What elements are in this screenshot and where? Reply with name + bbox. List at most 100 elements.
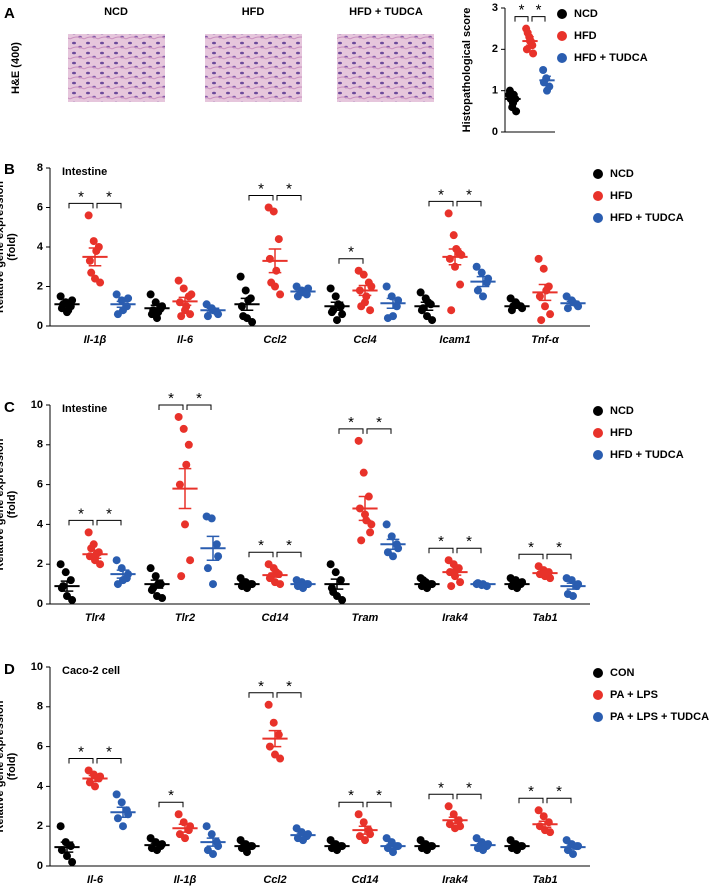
significance-star: * — [438, 779, 444, 796]
data-point — [276, 290, 285, 299]
data-point — [202, 822, 211, 831]
error-bar — [88, 774, 102, 783]
data-point — [64, 306, 73, 315]
y-tick-label: 3 — [492, 2, 498, 14]
data-point — [569, 850, 577, 859]
data-point — [244, 296, 253, 305]
data-point — [333, 316, 341, 325]
data-point — [68, 296, 77, 305]
data-point — [274, 730, 283, 739]
significance-bracket — [531, 16, 546, 22]
legend-marker — [593, 191, 603, 201]
data-point — [203, 564, 212, 573]
data-point — [473, 286, 482, 295]
data-point — [274, 235, 283, 244]
data-point — [534, 254, 543, 263]
data-point — [539, 812, 548, 821]
error-bar — [240, 582, 254, 587]
data-point — [367, 282, 376, 291]
data-point — [387, 532, 396, 541]
data-point — [209, 580, 217, 589]
data-point — [174, 276, 183, 285]
data-point — [444, 802, 453, 811]
significance-bracket — [186, 404, 212, 410]
y-tick-label: 0 — [37, 860, 43, 872]
panel-label: A — [4, 5, 15, 22]
data-point — [184, 440, 193, 449]
x-tick-label: Tnf-α — [531, 334, 560, 346]
significance-bracket — [276, 551, 302, 558]
data-point — [68, 596, 77, 605]
x-tick-label: Irak4 — [442, 874, 468, 886]
significance-star: * — [348, 787, 354, 804]
significance-bracket — [276, 692, 302, 698]
data-point — [113, 814, 122, 823]
data-point — [158, 594, 167, 603]
significance-star: * — [78, 505, 84, 522]
data-point — [203, 312, 212, 321]
data-point — [179, 284, 188, 293]
error-bar — [150, 842, 164, 848]
histology-image — [68, 34, 165, 102]
error-bar — [358, 825, 372, 835]
legend-label: NCD — [574, 8, 598, 20]
legend-label: PA + LPS — [610, 689, 658, 701]
significance-bracket — [546, 553, 572, 560]
significance-bracket — [546, 797, 572, 804]
data-point — [331, 292, 340, 301]
error-bar — [268, 729, 282, 748]
error-bar — [206, 535, 220, 561]
legend-label: HFD + TUDCA — [610, 449, 684, 461]
error-bar — [543, 75, 551, 86]
y-tick-label: 10 — [31, 661, 43, 673]
significance-star: * — [286, 678, 292, 695]
data-point — [239, 312, 248, 321]
data-point — [89, 237, 98, 246]
y-tick-label: 1 — [492, 85, 498, 97]
legend-marker — [557, 9, 567, 19]
error-bar — [448, 816, 462, 824]
data-point — [182, 302, 191, 311]
significance-star: * — [258, 537, 264, 554]
error-bar — [538, 283, 552, 302]
data-point — [569, 592, 577, 601]
legend-marker — [593, 213, 603, 223]
x-tick-label: Il-1β — [84, 334, 107, 346]
significance-star: * — [438, 186, 444, 203]
data-point — [362, 292, 371, 301]
legend-label: PA + LPS + TUDCA — [610, 711, 709, 723]
data-point — [546, 574, 555, 583]
data-point — [479, 846, 487, 855]
error-bar — [476, 582, 490, 586]
data-point — [535, 292, 544, 301]
data-point — [119, 822, 127, 831]
y-axis-label: (fold) — [6, 490, 18, 518]
data-point — [177, 312, 186, 321]
data-point — [354, 436, 363, 445]
significance-star: * — [556, 783, 562, 800]
error-bar — [386, 538, 400, 551]
data-point — [112, 290, 121, 299]
significance-star: * — [528, 539, 534, 556]
error-bar — [566, 844, 580, 850]
error-bar — [330, 578, 344, 590]
data-point — [85, 256, 94, 265]
data-point — [146, 564, 155, 573]
data-point — [354, 810, 363, 819]
data-point — [447, 582, 456, 591]
legend-label: CON — [610, 667, 635, 679]
legend-marker — [593, 428, 603, 438]
data-point — [181, 834, 189, 843]
panel-label: B — [4, 161, 15, 178]
data-point — [299, 836, 307, 845]
data-point — [444, 209, 453, 218]
data-point — [338, 596, 347, 605]
data-point — [182, 460, 191, 469]
data-point — [84, 211, 93, 220]
x-tick-label: Ccl4 — [353, 334, 376, 346]
error-bar — [60, 301, 74, 307]
data-point — [243, 848, 251, 857]
data-point — [563, 304, 572, 313]
